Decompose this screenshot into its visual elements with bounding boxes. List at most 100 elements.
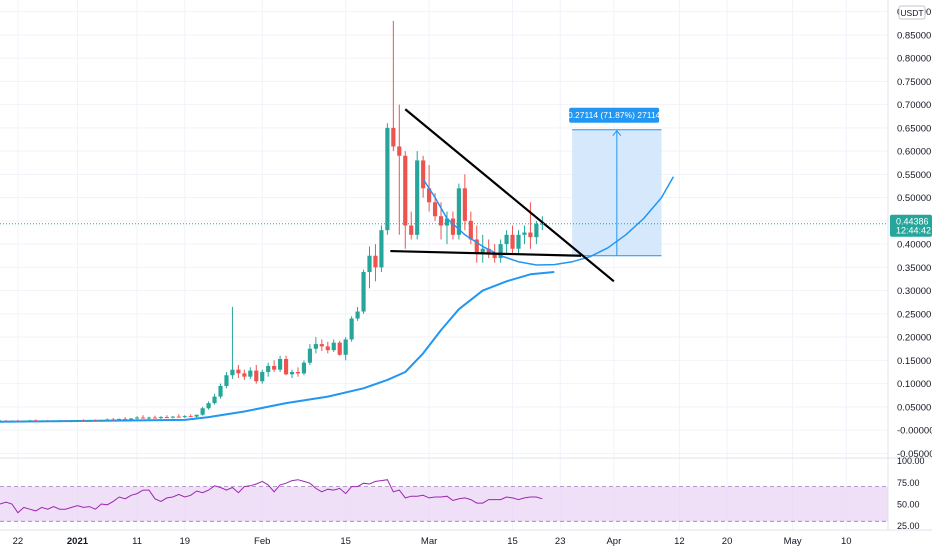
candle[interactable] xyxy=(295,367,301,377)
candle[interactable] xyxy=(224,371,229,389)
candle[interactable] xyxy=(194,414,199,418)
candle[interactable] xyxy=(462,174,467,231)
candle[interactable] xyxy=(480,234,485,263)
candle[interactable] xyxy=(117,418,122,421)
candle[interactable] xyxy=(242,369,247,380)
candle[interactable] xyxy=(510,225,515,254)
candle[interactable] xyxy=(409,211,414,240)
candle[interactable] xyxy=(421,155,426,198)
candle[interactable] xyxy=(397,104,402,235)
candle[interactable] xyxy=(200,406,205,416)
candle[interactable] xyxy=(93,419,98,422)
candle[interactable] xyxy=(528,202,533,249)
candle[interactable] xyxy=(385,123,390,235)
candle[interactable] xyxy=(170,416,175,419)
rsi-tick-label: 75.00 xyxy=(897,478,920,488)
candle[interactable] xyxy=(361,269,366,314)
candle[interactable] xyxy=(69,420,74,423)
candle[interactable] xyxy=(99,419,104,422)
candle[interactable] xyxy=(9,420,15,423)
candle-body xyxy=(504,234,509,245)
candle[interactable] xyxy=(3,419,9,422)
candle[interactable] xyxy=(123,417,128,420)
candle[interactable] xyxy=(254,365,259,384)
candle[interactable] xyxy=(283,355,289,376)
price-tick-label: 0.20000 xyxy=(897,333,931,344)
candle[interactable] xyxy=(367,246,372,289)
candle[interactable] xyxy=(403,151,408,249)
candle[interactable] xyxy=(355,306,360,321)
candle[interactable] xyxy=(230,306,235,379)
candle[interactable] xyxy=(21,420,26,423)
candle[interactable] xyxy=(15,419,20,422)
candle[interactable] xyxy=(176,414,181,418)
candle[interactable] xyxy=(301,360,307,376)
price-tick-label: 0.60000 xyxy=(897,147,931,158)
candle[interactable] xyxy=(134,416,140,420)
grid xyxy=(0,0,932,531)
candle[interactable] xyxy=(504,230,509,254)
candle[interactable] xyxy=(33,419,38,422)
candle[interactable] xyxy=(391,20,396,152)
candle[interactable] xyxy=(164,415,169,419)
candle[interactable] xyxy=(218,383,223,399)
candle[interactable] xyxy=(105,418,110,421)
candle[interactable] xyxy=(152,415,158,419)
candle[interactable] xyxy=(140,415,146,419)
price-tick-label: 0.30000 xyxy=(897,286,931,297)
candle[interactable] xyxy=(516,230,521,254)
candle[interactable] xyxy=(415,151,420,240)
candle[interactable] xyxy=(87,419,92,422)
candle[interactable] xyxy=(212,393,217,405)
price-tick-label: -0.00000 xyxy=(897,426,932,437)
candle[interactable] xyxy=(129,418,134,421)
trendline-drawings[interactable] xyxy=(390,108,675,283)
candle-body xyxy=(158,417,163,419)
candle[interactable] xyxy=(331,339,336,352)
candle[interactable] xyxy=(75,419,80,422)
candle[interactable] xyxy=(206,401,211,410)
candle[interactable] xyxy=(266,362,271,377)
candle[interactable] xyxy=(474,225,479,263)
time-tick-label: 12 xyxy=(674,536,685,547)
candlesticks[interactable] xyxy=(0,20,545,423)
candle-body xyxy=(301,362,307,374)
candle[interactable] xyxy=(248,367,253,379)
candle[interactable] xyxy=(27,419,32,422)
candle[interactable] xyxy=(158,416,163,419)
candle[interactable] xyxy=(51,420,56,423)
candle[interactable] xyxy=(146,416,152,420)
time-axis[interactable]: 22 2021 11 19 Feb 15 Mar 15 23 Apr 12 20 May 10 xyxy=(13,536,852,547)
candle[interactable] xyxy=(450,211,456,240)
candle[interactable] xyxy=(63,419,68,422)
candle[interactable] xyxy=(188,414,193,418)
candle[interactable] xyxy=(278,355,283,372)
candle[interactable] xyxy=(57,419,62,422)
candle[interactable] xyxy=(272,360,277,372)
candle[interactable] xyxy=(522,225,527,245)
price-tick-label: 0.80000 xyxy=(897,54,931,65)
candle[interactable] xyxy=(81,419,86,422)
candle[interactable] xyxy=(313,337,318,354)
candle[interactable] xyxy=(373,244,378,282)
candle[interactable] xyxy=(0,419,3,422)
candle[interactable] xyxy=(111,418,116,421)
candle[interactable] xyxy=(260,369,265,384)
price-range-measurement[interactable]: 0.27114 (71.87%) 27114 xyxy=(568,107,662,257)
candle[interactable] xyxy=(236,365,241,379)
candle[interactable] xyxy=(325,341,330,354)
candle[interactable] xyxy=(337,340,342,356)
candle[interactable] xyxy=(39,420,44,423)
candle[interactable] xyxy=(307,344,312,366)
candle[interactable] xyxy=(379,225,384,273)
candle[interactable] xyxy=(343,337,348,361)
candle[interactable] xyxy=(182,415,187,419)
candle[interactable] xyxy=(319,339,324,352)
moving-average[interactable] xyxy=(0,271,555,423)
candle[interactable] xyxy=(534,220,539,245)
candle[interactable] xyxy=(289,369,295,379)
candle[interactable] xyxy=(349,316,354,342)
candle[interactable] xyxy=(45,419,50,422)
candle[interactable] xyxy=(498,239,503,263)
